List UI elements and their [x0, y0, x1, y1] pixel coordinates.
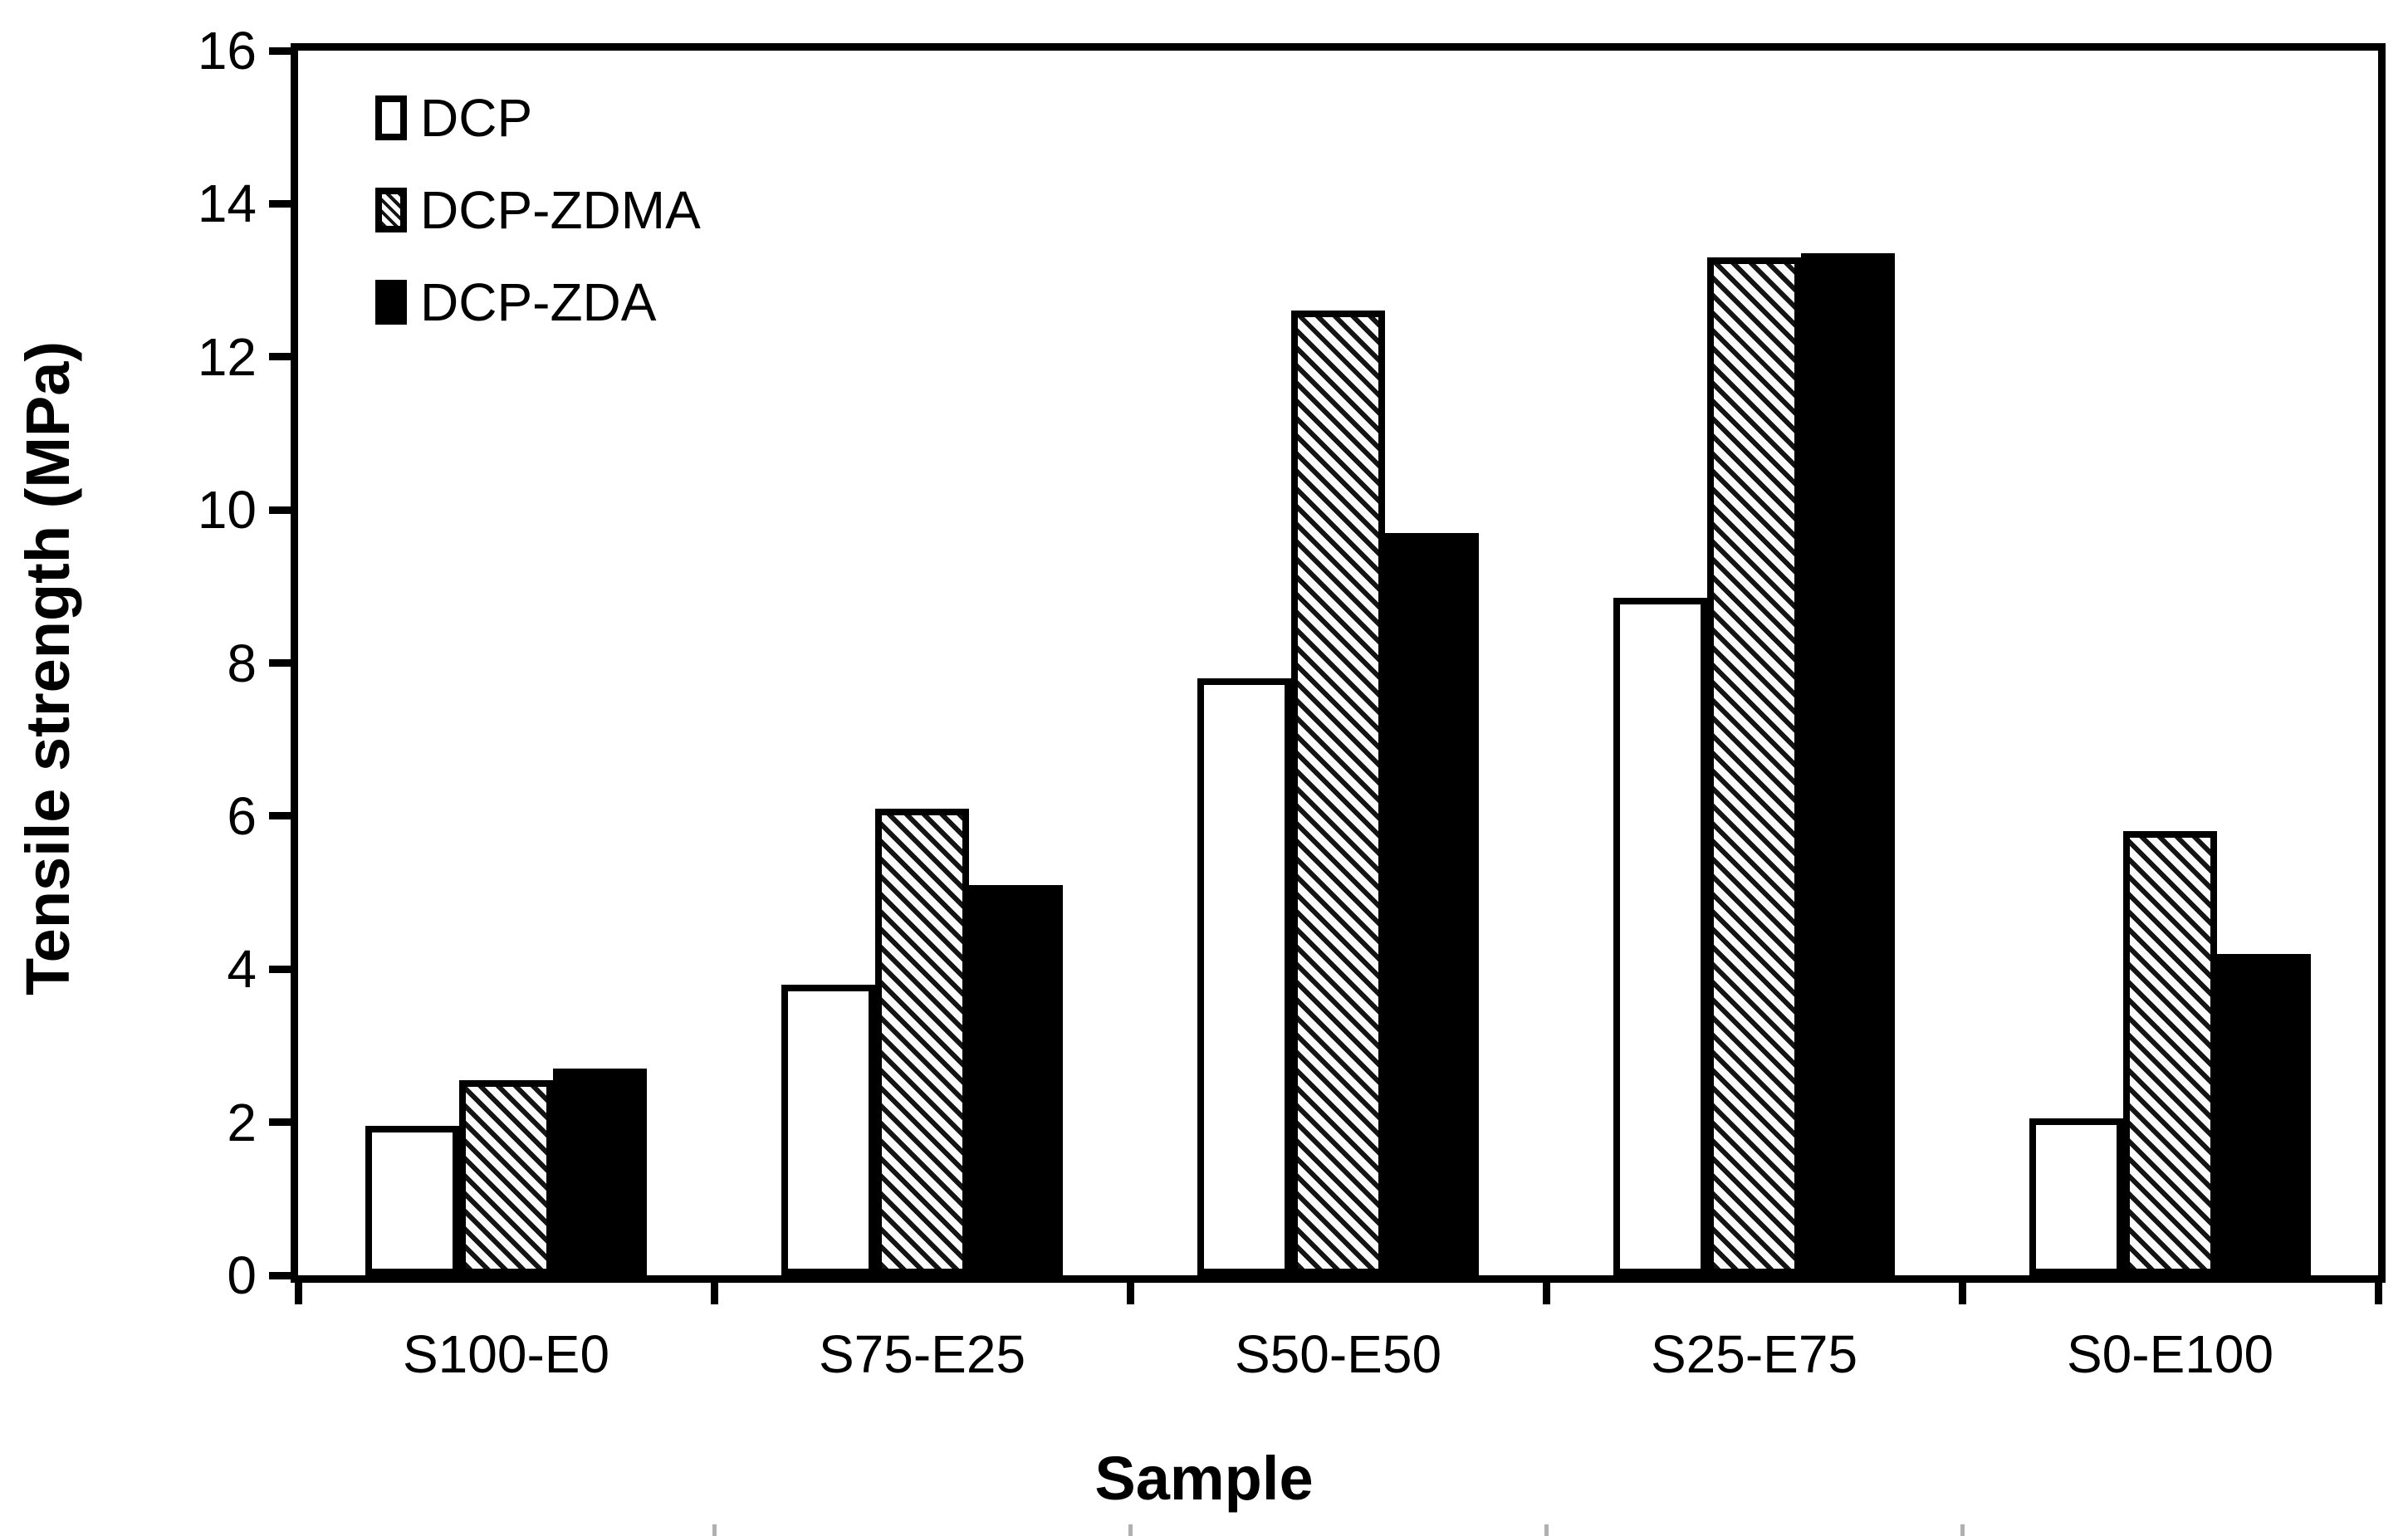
plot-area: 0 2 4 6 8 10 12 14 16 DCP DCP-ZDMA DCP-ZDA [198, 24, 2386, 1302]
x-category-label: S75-E25 [818, 1324, 1026, 1384]
bar-dcp-zdma-s100-e0 [459, 1079, 553, 1275]
x-tick-mark [710, 1279, 718, 1304]
bar-dcp-zda-s75-e25 [969, 884, 1063, 1275]
y-tick-label: 10 [197, 480, 257, 541]
y-tick-mark [269, 353, 291, 361]
bar-dcp-s100-e0 [365, 1126, 459, 1275]
legend-item-dcp-zdma: DCP-ZDMA [375, 183, 701, 237]
x-tick-mark [1126, 1279, 1134, 1304]
y-tick-label: 14 [197, 174, 257, 234]
legend-label: DCP [420, 88, 533, 148]
bar-dcp-zdma-s0-e100 [2123, 831, 2217, 1275]
y-axis-title: Tensile strength (MPa) [13, 340, 82, 996]
legend-label: DCP-ZDA [420, 272, 657, 332]
bottom-edge-tick [712, 1524, 717, 1536]
y-tick-mark [269, 46, 291, 55]
y-tick-label: 8 [227, 633, 257, 693]
y-tick-mark [269, 659, 291, 667]
bottom-edge-tick [1128, 1524, 1133, 1536]
hatched-square-icon [375, 188, 407, 232]
bar-dcp-zdma-s50-e50 [1291, 311, 1385, 1275]
x-tick-mark [1542, 1279, 1550, 1304]
y-tick-label: 16 [197, 21, 257, 81]
y-tick-label: 0 [227, 1245, 257, 1305]
legend-label: DCP-ZDMA [420, 180, 701, 240]
bar-dcp-zdma-s25-e75 [1707, 257, 1801, 1275]
black-square-icon [375, 280, 407, 325]
x-category-label: S100-E0 [402, 1324, 610, 1384]
bar-dcp-s0-e100 [2029, 1118, 2123, 1275]
y-tick-label: 4 [227, 939, 257, 1000]
bottom-edge-tick [1544, 1524, 1549, 1536]
y-tick-label: 6 [227, 785, 257, 846]
bar-dcp-zda-s25-e75 [1801, 253, 1895, 1275]
bar-dcp-s50-e50 [1197, 678, 1291, 1275]
y-tick-mark [269, 965, 291, 973]
y-tick-mark [269, 1271, 291, 1279]
bottom-edge-tick [1960, 1524, 1965, 1536]
bar-dcp-zda-s0-e100 [2217, 953, 2311, 1275]
legend-item-dcp: DCP [375, 91, 701, 144]
bar-dcp-zda-s50-e50 [1385, 532, 1479, 1275]
x-category-label: S25-E75 [1650, 1324, 1858, 1384]
y-tick-mark [269, 199, 291, 208]
x-category-label: S0-E100 [2066, 1324, 2274, 1384]
x-axis-title: Sample [1094, 1444, 1314, 1513]
bar-dcp-zdma-s75-e25 [875, 808, 969, 1275]
legend: DCP DCP-ZDMA DCP-ZDA [375, 91, 701, 329]
x-tick-mark [1958, 1279, 1966, 1304]
y-tick-mark [269, 812, 291, 820]
y-tick-mark [269, 1118, 291, 1127]
y-tick-label: 12 [197, 326, 257, 387]
y-tick-mark [269, 506, 291, 514]
white-square-icon [375, 95, 407, 140]
y-tick-label: 2 [227, 1092, 257, 1152]
legend-item-dcp-zda: DCP-ZDA [375, 276, 701, 329]
bar-dcp-s25-e75 [1613, 598, 1707, 1275]
x-tick-mark [2374, 1279, 2382, 1304]
bar-dcp-s75-e25 [781, 984, 875, 1275]
x-category-label: S50-E50 [1234, 1324, 1442, 1384]
bar-dcp-zda-s100-e0 [553, 1069, 647, 1275]
x-tick-mark [294, 1279, 302, 1304]
